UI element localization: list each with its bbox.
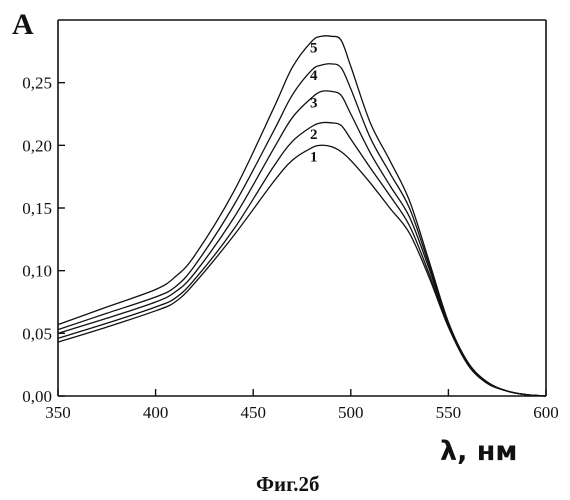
x-axis-title: λ, нм bbox=[440, 436, 517, 467]
series-line-1 bbox=[58, 145, 546, 396]
series-line-3 bbox=[58, 91, 546, 396]
series-label-2: 2 bbox=[310, 127, 318, 143]
x-tick-label: 550 bbox=[436, 403, 462, 422]
figure-caption: Фиг.2б bbox=[256, 472, 320, 496]
y-tick-label: 0,20 bbox=[22, 136, 52, 155]
x-tick-label: 450 bbox=[240, 403, 266, 422]
series-label-5: 5 bbox=[310, 40, 318, 56]
y-tick-label: 0,05 bbox=[22, 324, 52, 343]
x-tick-label: 500 bbox=[338, 403, 364, 422]
series-label-4: 4 bbox=[310, 68, 318, 84]
x-axis-ticks: 350 400 450 500 550 600 bbox=[45, 389, 559, 422]
x-tick-label: 350 bbox=[45, 403, 71, 422]
y-tick-label: 0,10 bbox=[22, 262, 52, 281]
series-line-4 bbox=[58, 64, 546, 396]
series-line-2 bbox=[58, 122, 546, 396]
series-label-3: 3 bbox=[310, 95, 318, 111]
y-tick-label: 0,15 bbox=[22, 199, 52, 218]
series-label-1: 1 bbox=[310, 149, 318, 165]
y-tick-label: 0,25 bbox=[22, 74, 52, 93]
y-axis-title: A bbox=[12, 8, 34, 41]
series-lines bbox=[58, 36, 546, 396]
series-line-5 bbox=[58, 36, 546, 396]
x-tick-label: 400 bbox=[143, 403, 169, 422]
x-tick-label: 600 bbox=[533, 403, 559, 422]
